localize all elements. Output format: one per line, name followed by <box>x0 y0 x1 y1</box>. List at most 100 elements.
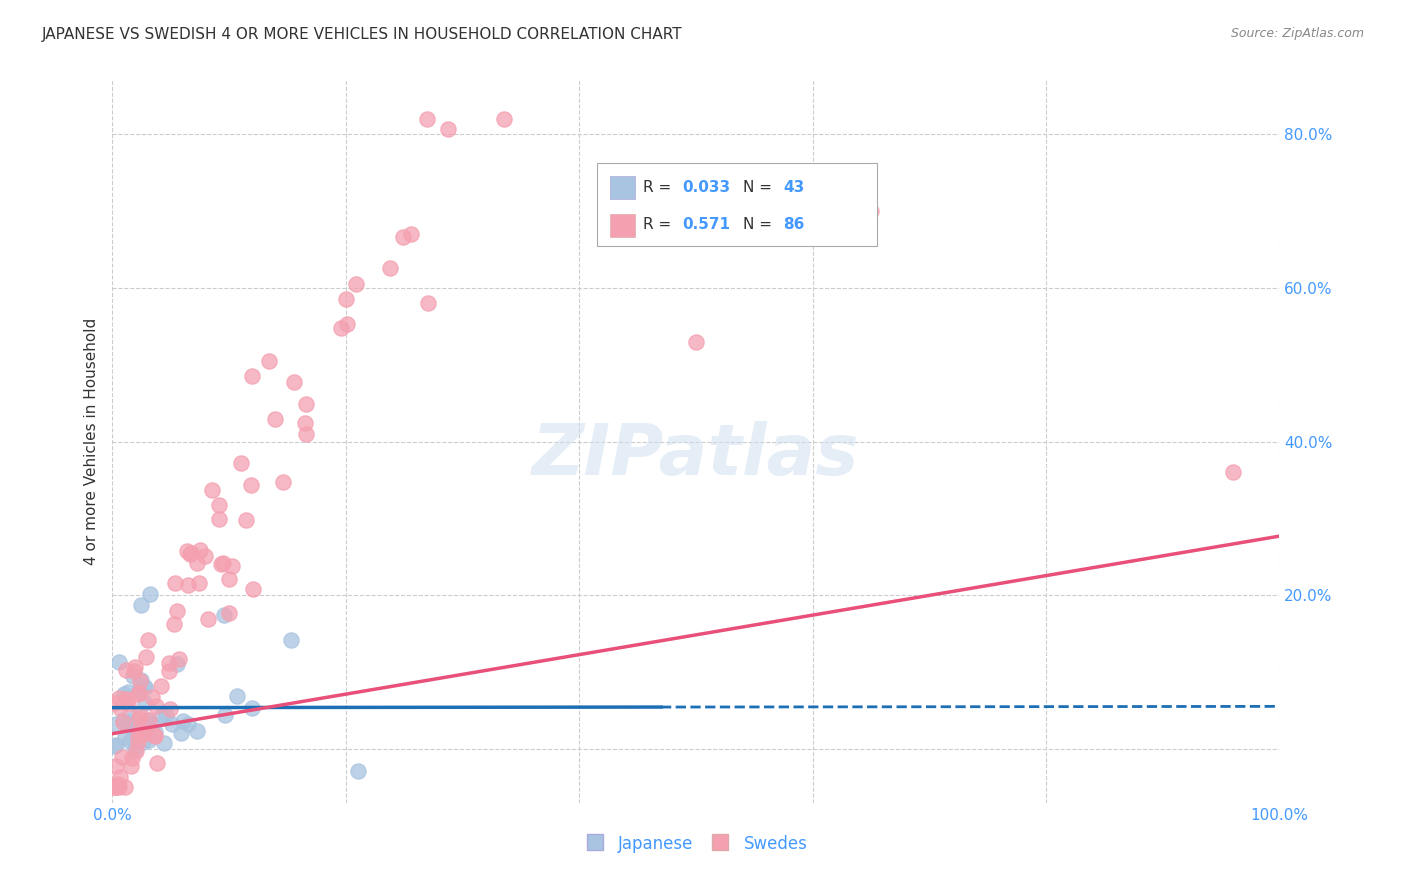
Point <box>229 456 252 470</box>
Point <box>143 725 166 739</box>
Point <box>108 780 131 795</box>
Point <box>346 764 368 778</box>
Point <box>115 691 138 706</box>
Point <box>141 717 163 731</box>
Point <box>122 711 145 725</box>
Point <box>280 632 302 647</box>
Point <box>263 412 285 426</box>
Point <box>344 277 367 291</box>
Point <box>117 714 139 729</box>
Point <box>122 664 145 678</box>
Point <box>134 680 156 694</box>
Point <box>152 707 174 722</box>
Point <box>132 680 155 694</box>
Point <box>124 659 146 673</box>
Point <box>120 733 142 747</box>
Point <box>111 714 134 729</box>
Point <box>416 296 439 310</box>
Point <box>157 664 180 678</box>
Point <box>186 556 208 570</box>
Point <box>273 475 295 490</box>
Text: R =: R = <box>644 218 682 232</box>
Point <box>380 260 402 275</box>
Point <box>335 292 357 306</box>
Point <box>132 735 155 749</box>
Point <box>1222 465 1244 479</box>
Point <box>155 707 177 722</box>
Point <box>127 729 149 743</box>
Point <box>860 203 883 218</box>
FancyBboxPatch shape <box>596 163 877 246</box>
Point <box>143 729 166 743</box>
Point <box>104 716 127 731</box>
Point <box>103 696 125 710</box>
Point <box>127 735 149 749</box>
Point <box>104 780 127 795</box>
Text: 0.571: 0.571 <box>682 218 730 232</box>
Point <box>165 575 187 590</box>
Point <box>136 713 159 727</box>
Point <box>104 759 127 773</box>
Point <box>108 655 131 669</box>
Point <box>114 730 136 744</box>
Point <box>129 673 152 688</box>
Point <box>153 735 176 749</box>
Point <box>146 756 169 770</box>
Point <box>167 652 190 666</box>
Point <box>186 723 208 738</box>
Point <box>218 607 240 621</box>
Point <box>157 656 180 670</box>
Point <box>111 750 134 764</box>
Text: ZIPatlas: ZIPatlas <box>533 422 859 491</box>
Point <box>221 558 243 573</box>
Point <box>194 549 217 563</box>
FancyBboxPatch shape <box>610 214 636 237</box>
Point <box>112 714 135 728</box>
Legend: Japanese, Swedes: Japanese, Swedes <box>578 828 814 860</box>
Point <box>120 759 142 773</box>
Point <box>103 739 125 754</box>
Point <box>127 687 149 701</box>
Point <box>212 556 235 570</box>
Point <box>437 121 460 136</box>
Point <box>142 728 165 742</box>
Point <box>208 512 231 526</box>
Point <box>240 369 263 384</box>
Point <box>115 692 138 706</box>
Text: 43: 43 <box>783 179 804 194</box>
Point <box>166 657 188 671</box>
Y-axis label: 4 or more Vehicles in Household: 4 or more Vehicles in Household <box>83 318 98 566</box>
Point <box>283 376 305 390</box>
Point <box>176 544 198 558</box>
Point <box>399 227 422 241</box>
Point <box>170 725 193 739</box>
Point <box>177 717 200 731</box>
Point <box>129 706 152 721</box>
Point <box>257 353 280 368</box>
Point <box>336 318 359 332</box>
Point <box>145 698 167 713</box>
Point <box>159 701 181 715</box>
Point <box>295 427 318 442</box>
Point <box>115 663 138 677</box>
Point <box>162 617 184 632</box>
Point <box>122 723 145 737</box>
Point <box>226 689 249 703</box>
Text: JAPANESE VS SWEDISH 4 OR MORE VEHICLES IN HOUSEHOLD CORRELATION CHART: JAPANESE VS SWEDISH 4 OR MORE VEHICLES I… <box>42 27 683 42</box>
Text: 0.033: 0.033 <box>682 179 730 194</box>
Point <box>128 711 150 725</box>
Point <box>201 483 224 497</box>
Point <box>180 545 202 559</box>
Point <box>104 738 127 752</box>
Text: N =: N = <box>742 179 776 194</box>
FancyBboxPatch shape <box>610 176 636 199</box>
Point <box>172 714 194 728</box>
Point <box>177 577 200 591</box>
Point <box>128 686 150 700</box>
Point <box>103 780 125 795</box>
Point <box>242 582 264 596</box>
Point <box>197 612 219 626</box>
Point <box>179 547 201 561</box>
Point <box>138 732 160 747</box>
Point <box>294 416 316 430</box>
